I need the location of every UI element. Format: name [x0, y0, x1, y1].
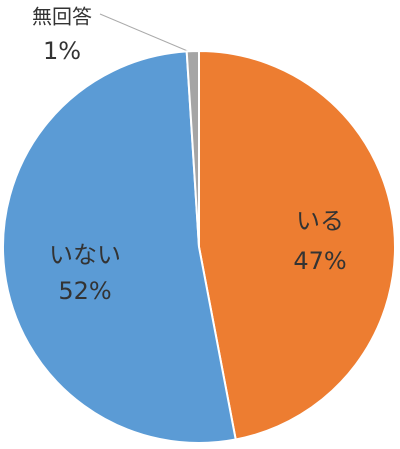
value-label: 1% [43, 37, 81, 65]
pie-slice [198, 49, 396, 441]
slice-label: いる [296, 207, 344, 235]
value-label: 52% [58, 277, 111, 305]
value-label: 47% [293, 247, 346, 275]
slice-label: いない [49, 241, 121, 269]
leader-line [99, 13, 191, 53]
pie-slice [2, 50, 237, 444]
slice-label: 無回答 [32, 5, 92, 29]
pie-slice [185, 49, 200, 248]
